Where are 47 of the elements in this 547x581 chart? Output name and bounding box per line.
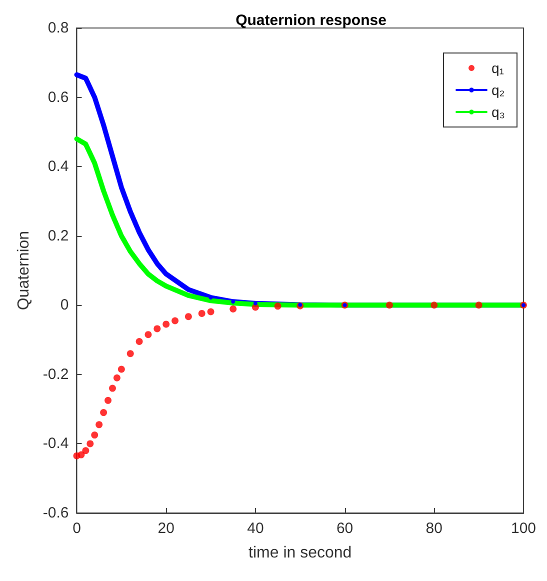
y-tick-label: 0: [60, 296, 69, 314]
y-tick-label: 0.6: [48, 88, 69, 106]
y-tick-label: -0.2: [42, 366, 69, 383]
x-tick-label: 80: [426, 520, 442, 537]
legend-label: q₃: [492, 104, 506, 120]
point: [253, 301, 258, 306]
point: [475, 302, 482, 309]
y-tick-label: 0.8: [48, 20, 69, 36]
y-tick-label: -0.6: [42, 504, 69, 522]
point: [108, 384, 116, 392]
point: [298, 302, 302, 307]
point: [96, 421, 103, 428]
y-tick-label: 0.4: [48, 158, 69, 176]
point: [82, 447, 90, 454]
y-axis-title: Quaternion: [16, 230, 32, 310]
point: [162, 320, 170, 328]
x-axis-title: time in second: [248, 544, 352, 562]
y-tick-label: 0.2: [48, 227, 69, 244]
point: [86, 440, 94, 448]
point: [274, 302, 282, 310]
point: [198, 310, 206, 317]
legend-label: q₂: [492, 82, 505, 98]
point: [91, 432, 98, 439]
x-tick-label: 20: [158, 520, 174, 537]
point: [184, 313, 192, 320]
x-tick-label: 60: [336, 520, 354, 537]
point: [154, 325, 161, 332]
point: [144, 331, 152, 338]
chart-title: Quaternion response: [236, 12, 386, 29]
point: [207, 308, 214, 316]
x-tick-label: 100: [510, 520, 536, 537]
point: [118, 366, 125, 373]
x-tick-label: 0: [72, 520, 81, 537]
point: [100, 409, 108, 416]
y-tick-label: -0.4: [42, 435, 69, 452]
point: [230, 305, 237, 312]
point: [126, 350, 134, 358]
x-tick-label: 40: [247, 520, 264, 537]
point: [78, 451, 85, 458]
point: [113, 374, 120, 382]
point: [172, 317, 179, 324]
point: [104, 396, 112, 404]
point: [386, 302, 393, 309]
legend-label: q₁: [492, 60, 504, 76]
point: [136, 338, 143, 346]
point: [231, 300, 236, 304]
point: [430, 302, 438, 309]
